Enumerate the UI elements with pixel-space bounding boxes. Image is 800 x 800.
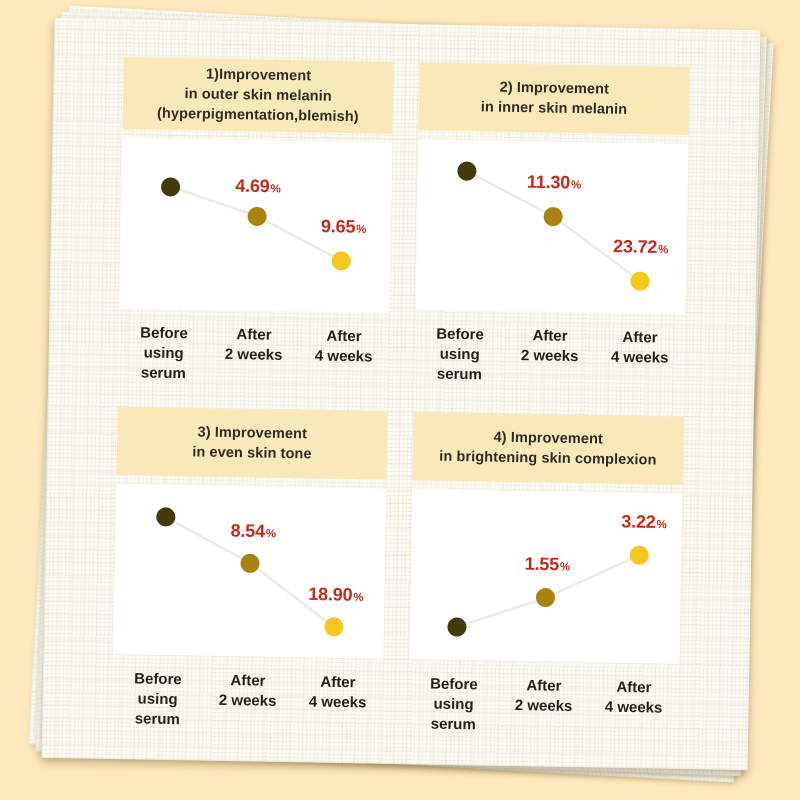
x-label-2weeks: After 2 weeks <box>520 327 579 365</box>
chart-card-even-skin-tone: 3) Improvement in even skin tone 8.54% 1… <box>112 407 388 734</box>
improvement-value: 11.30 <box>526 171 571 193</box>
charts-grid: 1)Improvement in outer skin melanin (hyp… <box>42 18 760 740</box>
chart-title: 1)Improvement in outer skin melanin (hyp… <box>122 57 394 134</box>
improvement-label-4weeks: 9.65% <box>321 216 367 238</box>
improvement-value: 3.22 <box>621 511 656 532</box>
chart-title: 2) Improvement in inner skin melanin <box>418 62 690 135</box>
percent-sign: % <box>559 561 571 574</box>
percent-sign: % <box>658 243 669 256</box>
improvement-label-4weeks: 3.22% <box>621 511 667 533</box>
chart-card-inner-skin-melanin: 2) Improvement in inner skin melanin 11.… <box>414 62 690 393</box>
improvement-label-2weeks: 11.30% <box>527 171 581 193</box>
percent-sign: % <box>656 518 667 532</box>
x-label-2weeks: After 2 weeks <box>514 677 573 715</box>
percent-sign: % <box>265 528 276 541</box>
x-label-4weeks: After 4 weeks <box>604 678 663 717</box>
trend-line <box>415 139 688 314</box>
percent-sign: % <box>570 179 582 192</box>
improvement-label-2weeks: 4.69% <box>235 175 281 197</box>
chart-card-brightening-complexion: 4) Improvement in brightening skin compl… <box>408 412 684 739</box>
x-label-before: Before using serum <box>134 670 182 728</box>
improvement-value: 18.90 <box>308 584 353 605</box>
chart-plot-area: 11.30% 23.72% <box>415 139 689 314</box>
improvement-value: 8.54 <box>230 520 266 542</box>
improvement-value: 9.65 <box>320 216 356 237</box>
paper-sheet-main: 1)Improvement in outer skin melanin (hyp… <box>41 17 761 771</box>
x-axis-labels: Before using serum After 2 weeks After 4… <box>112 669 383 734</box>
improvement-value: 1.55 <box>524 553 560 575</box>
improvement-label-2weeks: 8.54% <box>230 521 276 543</box>
x-label-4weeks: After 4 weeks <box>308 673 367 712</box>
improvement-value: 23.72 <box>612 235 658 257</box>
x-label-2weeks: After 2 weeks <box>224 326 283 364</box>
chart-plot-area: 4.69% 9.65% <box>119 138 393 313</box>
chart-plot-area: 8.54% 18.90% <box>113 484 387 659</box>
improvement-label-4weeks: 23.72% <box>613 236 668 258</box>
improvement-label-2weeks: 1.55% <box>525 554 571 576</box>
x-label-before: Before using serum <box>436 325 484 384</box>
x-label-before: Before using serum <box>430 675 478 733</box>
x-label-4weeks: After 4 weeks <box>314 327 373 366</box>
x-label-before: Before using serum <box>140 324 188 382</box>
improvement-label-4weeks: 18.90% <box>308 584 363 606</box>
x-axis-labels: Before using serum After 2 weeks After 4… <box>118 323 389 388</box>
chart-card-outer-skin-melanin: 1)Improvement in outer skin melanin (hyp… <box>118 57 394 388</box>
x-label-4weeks: After 4 weeks <box>610 328 669 367</box>
percent-sign: % <box>270 183 281 196</box>
x-label-2weeks: After 2 weeks <box>218 672 277 710</box>
x-axis-labels: Before using serum After 2 weeks After 4… <box>408 674 679 739</box>
chart-title: 3) Improvement in even skin tone <box>116 407 388 480</box>
improvement-value: 4.69 <box>235 175 270 197</box>
chart-plot-area: 1.55% 3.22% <box>409 489 683 664</box>
percent-sign: % <box>353 591 364 604</box>
chart-title: 4) Improvement in brightening skin compl… <box>412 412 684 485</box>
percent-sign: % <box>356 223 367 236</box>
x-axis-labels: Before using serum After 2 weeks After 4… <box>414 324 685 389</box>
